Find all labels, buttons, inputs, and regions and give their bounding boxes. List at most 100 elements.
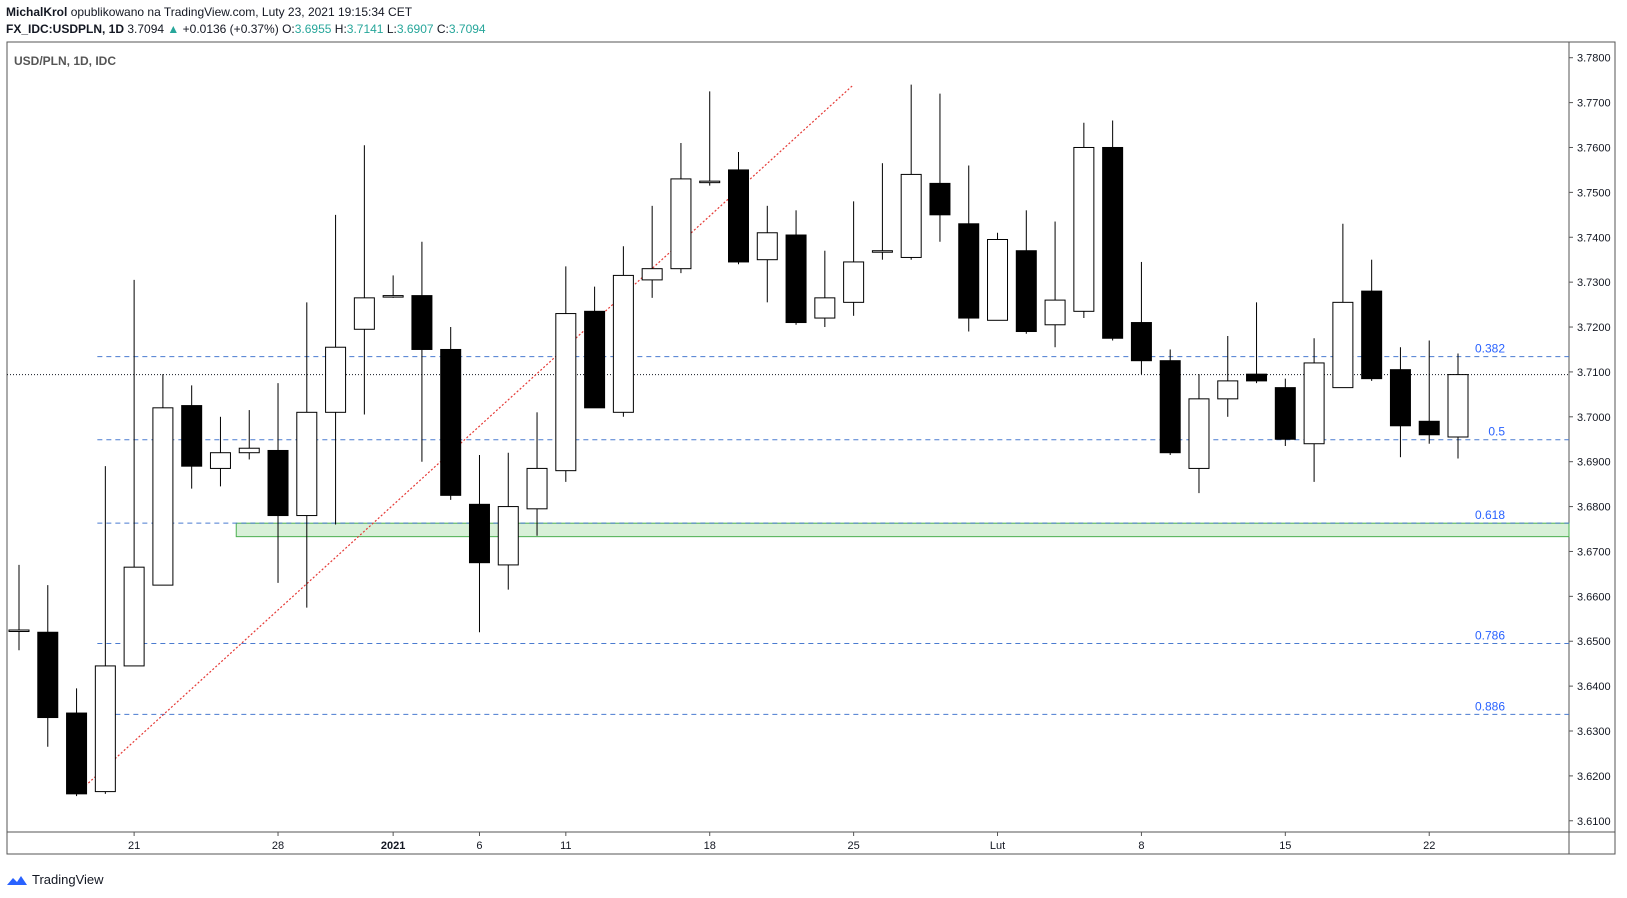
candle-body [1332,301,1354,389]
support-zone[interactable] [235,522,1570,538]
x-tick-label: 11 [560,840,571,852]
candle[interactable] [958,165,980,332]
chart-frame [6,41,1616,855]
candle[interactable] [411,241,433,462]
candle-body [1447,374,1469,438]
candle[interactable] [1447,353,1469,459]
candle[interactable] [353,145,375,415]
y-tick-label: 3.7600 [1577,142,1611,154]
candle-body [94,665,116,793]
candle[interactable] [612,246,634,417]
candle[interactable] [1130,261,1152,375]
candle-body [1246,373,1268,382]
candle[interactable] [123,279,145,667]
y-tick-label: 3.7500 [1577,187,1611,199]
candle[interactable] [1246,302,1268,384]
y-tick-label: 3.6300 [1577,726,1611,738]
candle[interactable] [814,250,836,328]
x-tick-label: 15 [1279,840,1291,852]
candle-body [497,506,519,566]
low-value: 3.6907 [396,22,434,36]
candle[interactable] [497,452,519,590]
candle[interactable] [843,201,865,316]
candle[interactable] [238,410,260,460]
candle[interactable] [1361,259,1383,381]
candle[interactable] [641,205,663,298]
candle[interactable] [785,210,807,325]
candle[interactable] [1418,340,1440,444]
candle[interactable] [8,564,30,651]
candle-body [209,452,231,469]
y-tick-label: 3.6800 [1577,502,1611,514]
y-tick-label: 3.6100 [1577,816,1611,828]
candle[interactable] [1303,338,1325,482]
fib-level-label: 0.886 [1475,699,1505,713]
y-tick-label: 3.6200 [1577,771,1611,783]
candle[interactable] [1274,378,1296,446]
candle-body [296,411,318,517]
candle[interactable] [267,383,289,583]
candle[interactable] [181,385,203,489]
candle-body [958,223,980,319]
candle[interactable] [1332,223,1354,389]
candle[interactable] [66,688,88,797]
candle[interactable] [1159,349,1181,455]
candle-body [1217,380,1239,400]
chart-header: MichalKrol opublikowano na TradingView.c… [6,4,486,38]
y-tick-label: 3.6600 [1577,591,1611,603]
candle-body [987,239,1009,321]
high-label: H: [334,22,347,36]
candle[interactable] [209,416,231,487]
candle[interactable] [728,151,749,265]
candle[interactable] [987,232,1009,321]
open-value: 3.6955 [294,22,332,36]
candle-body [1073,146,1095,312]
close-value: 3.7094 [448,22,486,36]
candle-body [267,449,289,517]
candle[interactable] [1044,221,1066,348]
candle[interactable] [440,327,462,500]
candle-body [238,447,260,454]
candle-body [612,274,634,413]
fib-level-label: 0.382 [1475,342,1505,356]
candle[interactable] [468,454,490,633]
candle[interactable] [900,84,922,260]
candle[interactable] [584,286,606,409]
candle[interactable] [1389,347,1411,458]
candle[interactable] [37,585,59,747]
candle[interactable] [1015,210,1037,334]
footer-brand[interactable]: TradingView [6,872,104,887]
symbol-label: FX_IDC:USDPLN, 1D [6,22,125,36]
candle-body [1303,362,1325,445]
candle[interactable] [382,275,404,298]
candle[interactable] [1188,374,1210,494]
candle[interactable] [296,302,318,608]
candle-body [641,268,663,281]
candle[interactable] [1073,122,1095,319]
x-tick-label: 28 [272,840,284,852]
candle[interactable] [1217,336,1239,417]
candle[interactable] [670,142,692,274]
candle-body [353,297,375,330]
candle[interactable] [699,91,721,186]
candle[interactable] [929,93,951,242]
chart-title: USD/PLN, 1D, IDC [14,54,116,68]
candle[interactable] [555,266,577,482]
y-tick-label: 3.6700 [1577,546,1611,558]
candle[interactable] [325,214,347,525]
candle[interactable] [1102,120,1124,341]
candle[interactable] [94,466,116,794]
author-name[interactable]: MichalKrol [6,5,68,19]
x-tick-label: Lut [990,840,1005,852]
trend-line[interactable] [76,84,855,795]
candle[interactable] [526,412,548,536]
candle[interactable] [871,163,893,260]
publish-line: MichalKrol opublikowano na TradingView.c… [6,4,486,21]
x-tick-label: 25 [847,840,859,852]
publish-info: opublikowano na TradingView.com, Luty 23… [70,5,413,19]
candle-body [325,346,347,413]
candle[interactable] [152,374,174,586]
candle[interactable] [756,205,778,303]
candle-body [814,297,836,319]
